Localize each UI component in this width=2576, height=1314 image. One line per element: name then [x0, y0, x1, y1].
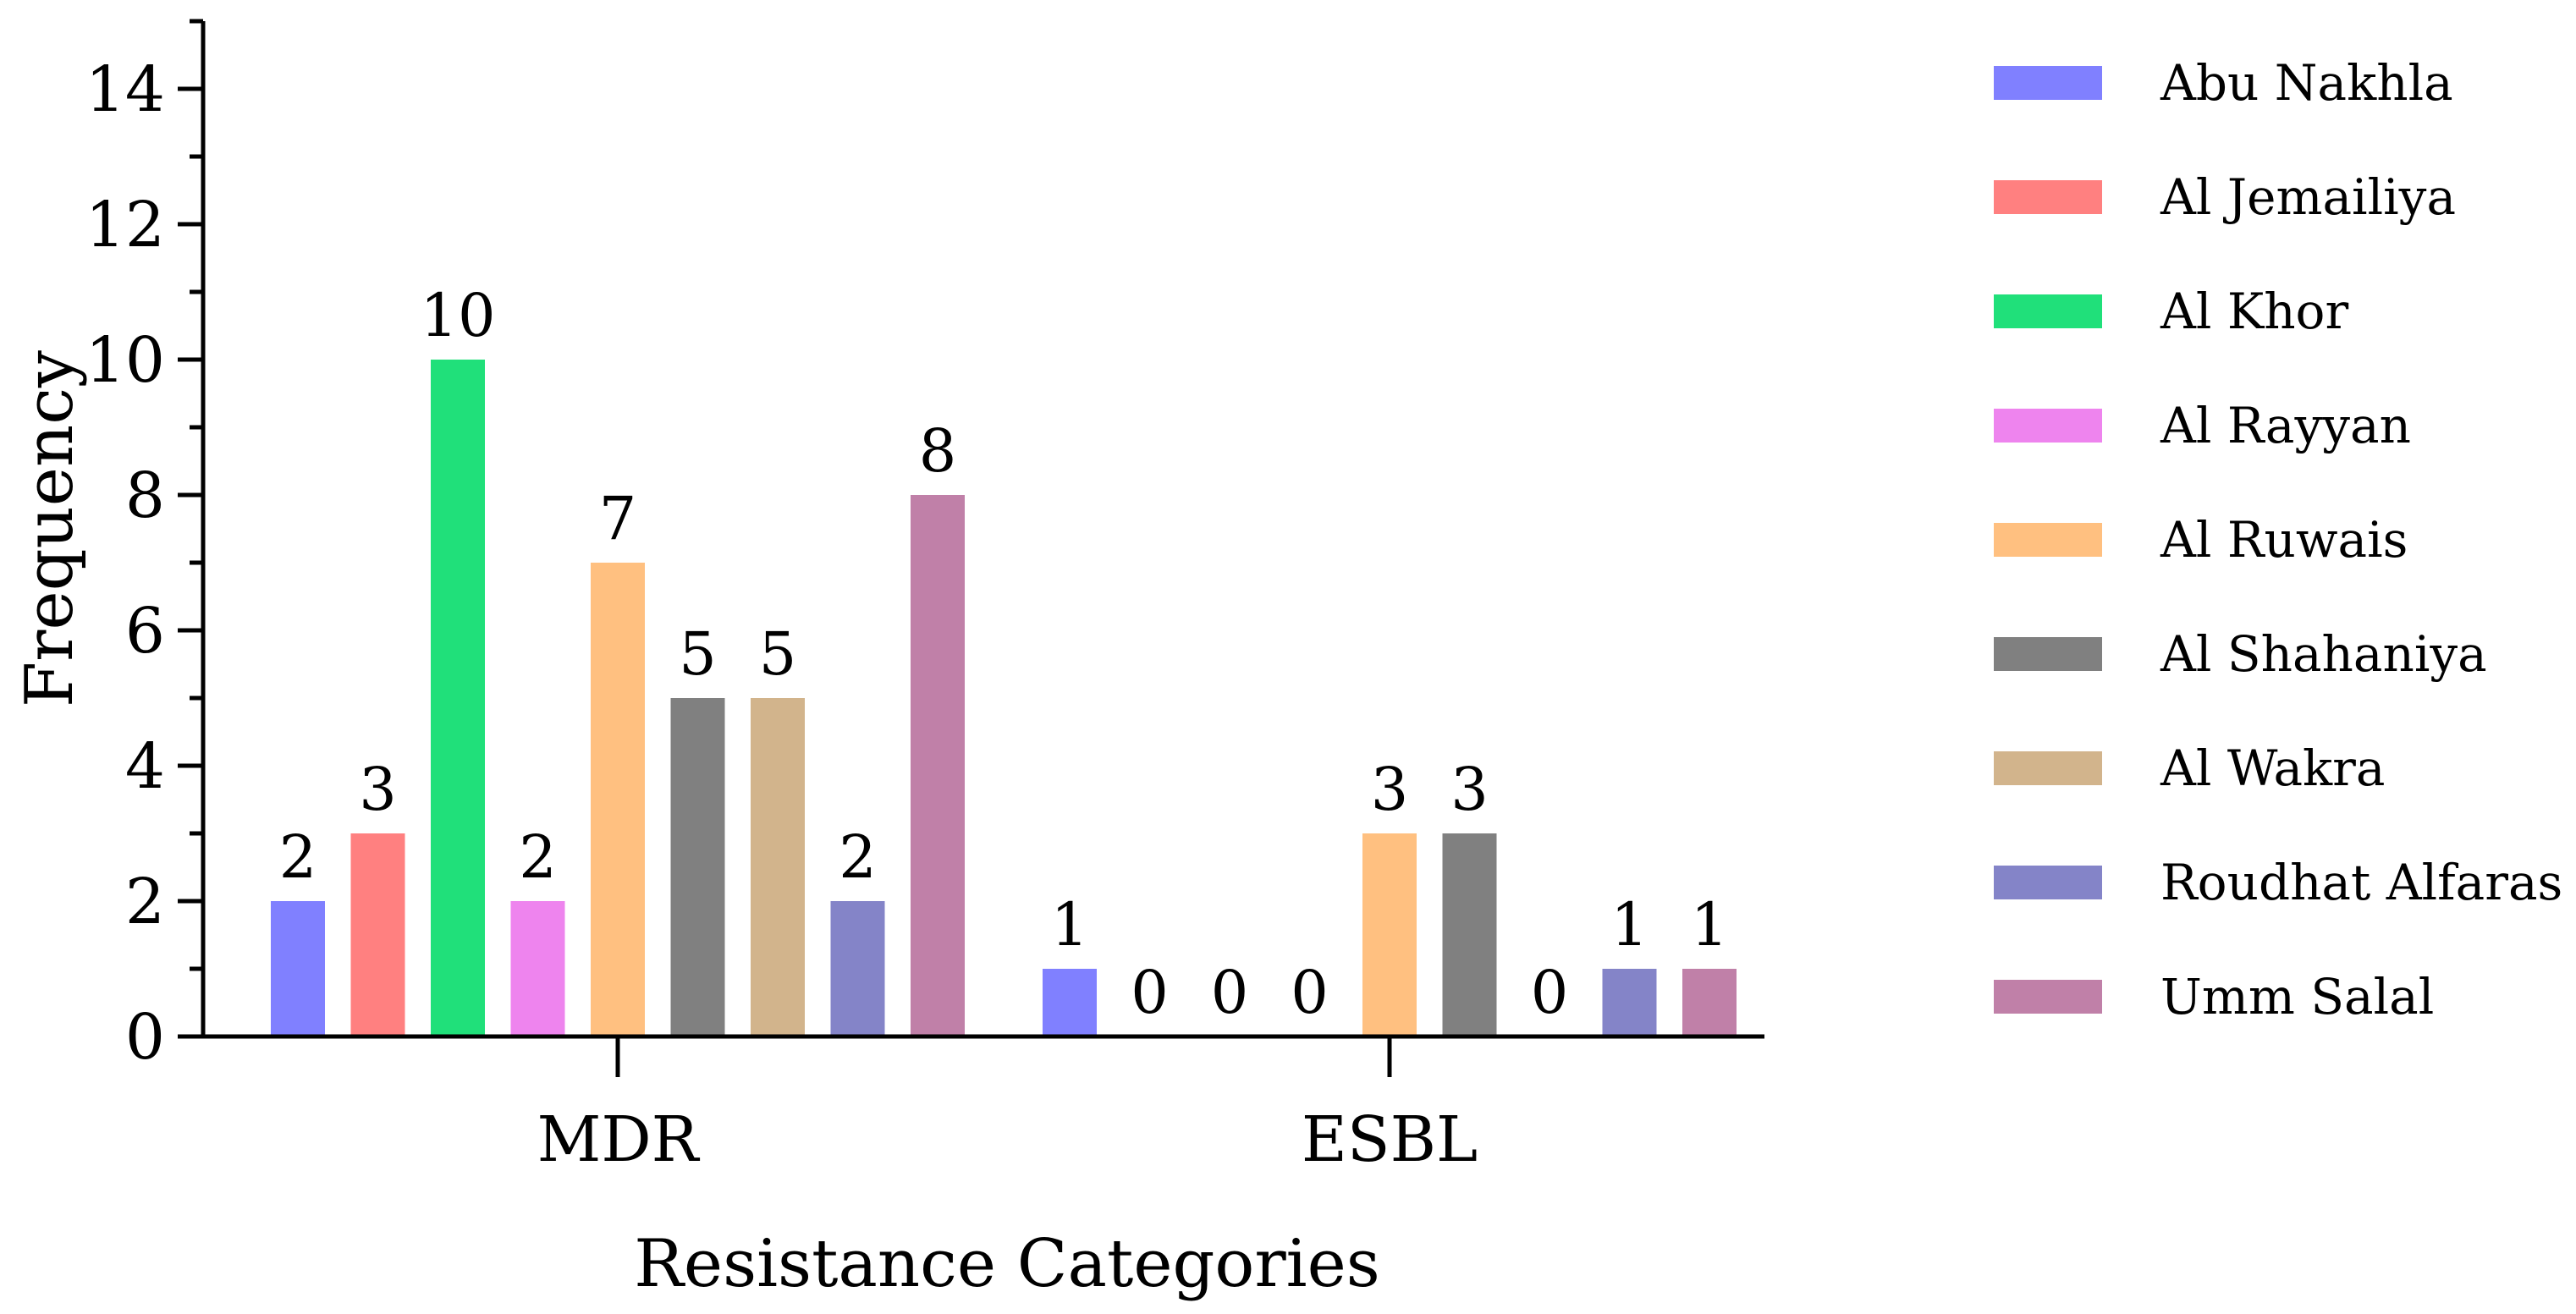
- x-ticks: MDR ESBL: [537, 1036, 1478, 1176]
- legend-label: Al Jemailiya: [2160, 168, 2456, 226]
- y-tick-label: 0: [125, 1001, 165, 1074]
- bars: [271, 360, 1737, 1036]
- y-tick-label: 4: [125, 730, 165, 803]
- bar: [911, 495, 965, 1036]
- legend-label: Abu Nakhla: [2160, 54, 2453, 112]
- y-tick-label: 2: [125, 866, 165, 938]
- y-tick-label: 14: [85, 53, 165, 126]
- bar: [591, 563, 645, 1036]
- bar: [670, 698, 725, 1036]
- y-tick-label: 8: [125, 459, 165, 532]
- data-label: 1: [1051, 890, 1089, 959]
- x-axis-title: Resistance Categories: [634, 1226, 1380, 1302]
- data-label: 1: [1610, 890, 1649, 959]
- data-label: 0: [1531, 958, 1569, 1027]
- legend-label: Al Rayyan: [2160, 397, 2411, 454]
- bar: [751, 698, 805, 1036]
- data-label: 0: [1291, 958, 1329, 1027]
- bar: [1602, 969, 1657, 1036]
- bar: [350, 833, 405, 1036]
- bar: [271, 901, 325, 1036]
- legend-swatch: [1994, 637, 2102, 671]
- data-label: 3: [1450, 755, 1489, 824]
- data-label: 7: [599, 484, 637, 553]
- data-label: 0: [1211, 958, 1249, 1027]
- data-label: 5: [679, 619, 717, 689]
- bar: [1043, 969, 1097, 1036]
- bar: [1442, 833, 1497, 1036]
- legend-label: Al Ruwais: [2160, 511, 2408, 569]
- data-label: 0: [1131, 958, 1169, 1027]
- y-axis-title: Frequency: [12, 350, 88, 707]
- data-label: 2: [519, 822, 557, 892]
- bar: [830, 901, 885, 1036]
- data-label: 3: [1371, 755, 1409, 824]
- legend-swatch: [1994, 409, 2102, 443]
- y-tick-label: 6: [125, 595, 165, 668]
- legend-swatch: [1994, 751, 2102, 785]
- bar: [1682, 969, 1737, 1036]
- bar: [1362, 833, 1417, 1036]
- legend-label: Al Wakra: [2160, 739, 2385, 797]
- legend-swatch: [1994, 523, 2102, 557]
- data-label: 2: [279, 822, 317, 892]
- x-tick-label: ESBL: [1302, 1103, 1478, 1176]
- data-label: 5: [759, 619, 797, 689]
- legend-swatch: [1994, 980, 2102, 1014]
- y-tick-label: 10: [85, 324, 165, 397]
- data-label: 10: [420, 281, 495, 350]
- legend-swatch: [1994, 866, 2102, 899]
- y-tick-label: 12: [85, 189, 165, 261]
- bar: [510, 901, 565, 1036]
- legend-label: Al Shahaniya: [2160, 625, 2487, 683]
- data-label: 3: [359, 755, 397, 824]
- legend-swatch: [1994, 66, 2102, 100]
- data-label: 2: [839, 822, 877, 892]
- legend: Abu Nakhla Al Jemailiya Al Khor Al Rayyan Al…: [1994, 54, 2562, 1025]
- legend-label: Umm Salal: [2160, 968, 2434, 1025]
- y-ticks: 0 2 4 6 8 10 12 14: [85, 19, 203, 1074]
- x-tick-label: MDR: [537, 1103, 701, 1176]
- data-label: 1: [1691, 890, 1729, 959]
- axes: [201, 21, 1764, 1039]
- legend-swatch: [1994, 294, 2102, 328]
- legend-label: Al Khor: [2160, 283, 2348, 340]
- data-label: 8: [919, 416, 957, 486]
- bar: [431, 360, 485, 1036]
- legend-swatch: [1994, 180, 2102, 214]
- legend-label: Roudhat Alfaras: [2160, 854, 2562, 911]
